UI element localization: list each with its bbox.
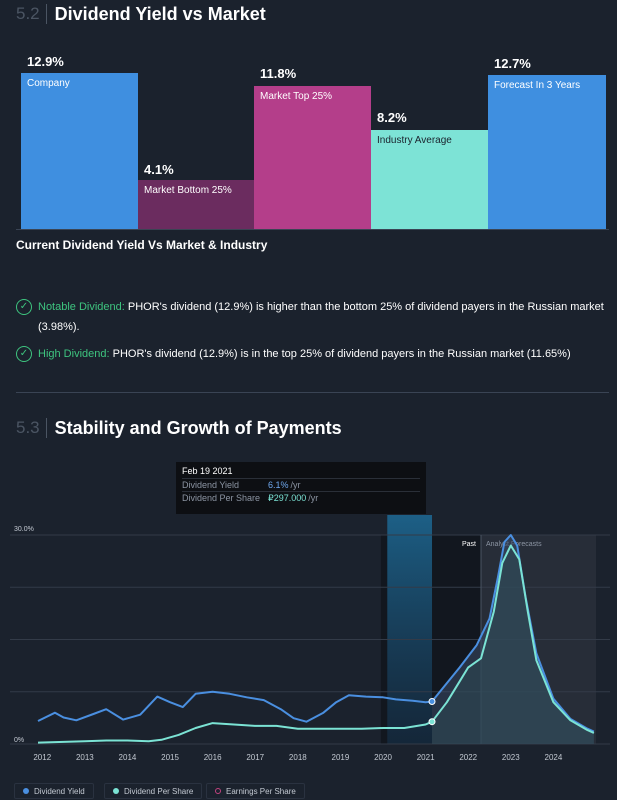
- bar-value: 4.1%: [144, 162, 174, 177]
- chart-subheading: Current Dividend Yield Vs Market & Indus…: [16, 238, 268, 252]
- bar-rect: Market Bottom 25%: [138, 180, 254, 230]
- x-tick-label: 2012: [33, 753, 51, 762]
- chart-tooltip: Feb 19 2021 Dividend Yield 6.1% /yr Divi…: [176, 462, 426, 514]
- section-number: 5.2: [16, 4, 47, 24]
- x-tick-label: 2019: [332, 753, 350, 762]
- dividend-per-share-forecast-line: [431, 544, 595, 734]
- x-tick-label: 2017: [246, 753, 264, 762]
- x-tick-label: 2013: [76, 753, 94, 762]
- note-high-dividend: ✓ High Dividend: PHOR's dividend (12.9%)…: [16, 344, 606, 364]
- past-label: Past: [462, 541, 476, 548]
- note-text: PHOR's dividend (12.9%) is in the top 25…: [109, 348, 571, 360]
- bar-value: 11.8%: [260, 66, 297, 81]
- section-title: Dividend Yield vs Market: [54, 3, 266, 24]
- x-tick-label: 2016: [204, 753, 222, 762]
- bar-market-top[interactable]: 11.8% Market Top 25%: [254, 44, 371, 230]
- section-header-stability: 5.3 Stability and Growth of Payments: [16, 414, 342, 442]
- legend-dot-icon: [113, 788, 119, 794]
- check-circle-icon: ✓: [16, 346, 32, 362]
- x-tick-label: 2018: [289, 753, 307, 762]
- bar-label: Forecast In 3 Years: [494, 80, 581, 91]
- section-number: 5.3: [16, 418, 47, 438]
- x-tick-label: 2020: [374, 753, 392, 762]
- note-label: Notable Dividend:: [38, 301, 125, 313]
- bar-company[interactable]: 12.9% Company: [21, 44, 138, 230]
- bar-value: 12.7%: [494, 56, 531, 71]
- x-tick-label: 2023: [502, 753, 520, 762]
- bars-baseline: [16, 229, 609, 230]
- tooltip-value: 6.1%: [268, 480, 289, 490]
- bar-label: Company: [27, 78, 70, 89]
- bar-rect: Forecast In 3 Years: [488, 75, 606, 230]
- tooltip-key: Dividend Per Share: [182, 493, 261, 503]
- legend-dividend-yield[interactable]: Dividend Yield: [14, 783, 94, 799]
- tooltip-unit: /yr: [290, 480, 301, 490]
- forecast-area-dps: [432, 545, 594, 744]
- legend-label: Dividend Yield: [34, 786, 85, 796]
- bar-value: 12.9%: [27, 54, 64, 69]
- check-circle-icon: ✓: [16, 299, 32, 315]
- tooltip-value: ₽297.000: [268, 492, 307, 503]
- tooltip-unit: /yr: [308, 493, 319, 503]
- tooltip-key: Dividend Yield: [182, 480, 240, 490]
- dividend-yield-marker: [428, 698, 436, 706]
- legend-dot-icon: [23, 788, 29, 794]
- bar-forecast[interactable]: 12.7% Forecast In 3 Years: [488, 44, 606, 230]
- tooltip-date: Feb 19 2021: [182, 466, 233, 476]
- note-notable-dividend: ✓ Notable Dividend: PHOR's dividend (12.…: [16, 297, 606, 337]
- selection-highlight: [387, 515, 433, 744]
- x-tick-label: 2024: [545, 753, 563, 762]
- bar-label: Market Top 25%: [260, 91, 333, 102]
- tooltip-row-dividend-yield: Dividend Yield 6.1% /yr: [182, 478, 420, 491]
- bar-rect: Industry Average: [371, 130, 488, 230]
- bar-value: 8.2%: [377, 110, 407, 125]
- tooltip-row-dividend-per-share: Dividend Per Share ₽297.000 /yr: [182, 491, 420, 504]
- x-tick-label: 2015: [161, 753, 179, 762]
- legend-earnings-per-share[interactable]: Earnings Per Share: [206, 783, 305, 799]
- bar-rect: Market Top 25%: [254, 86, 371, 230]
- section-header-dividend-yield: 5.2 Dividend Yield vs Market: [16, 0, 266, 28]
- x-tick-label: 2014: [119, 753, 137, 762]
- section-title: Stability and Growth of Payments: [54, 417, 342, 438]
- dividend-yield-line: [37, 690, 433, 723]
- yield-comparison-bars: 12.9% Company 4.1% Market Bottom 25% 11.…: [0, 44, 617, 230]
- x-tick-label: 2021: [417, 753, 435, 762]
- y-tick-label: 0%: [14, 737, 24, 744]
- legend-ring-icon: [215, 788, 221, 794]
- legend-dividend-per-share[interactable]: Dividend Per Share: [104, 783, 203, 799]
- dividend-yield-forecast-line: [431, 534, 595, 733]
- bar-label: Market Bottom 25%: [144, 185, 232, 196]
- x-tick-label: 2022: [459, 753, 477, 762]
- bar-market-bottom[interactable]: 4.1% Market Bottom 25%: [138, 44, 254, 230]
- dividend-per-share-line: [37, 720, 433, 744]
- bar-industry-average[interactable]: 8.2% Industry Average: [371, 44, 488, 230]
- note-text: PHOR's dividend (12.9%) is higher than t…: [38, 301, 604, 333]
- legend-label: Earnings Per Share: [226, 786, 296, 796]
- y-tick-label: 30.0%: [14, 526, 34, 533]
- legend-label: Dividend Per Share: [124, 786, 194, 796]
- dividend-history-chart[interactable]: 30.0%0%PastAnalyst Forecasts201220132014…: [0, 515, 617, 777]
- dividend-per-share-marker: [428, 718, 436, 726]
- note-label: High Dividend:: [38, 348, 110, 360]
- section-divider: [16, 392, 609, 393]
- bar-label: Industry Average: [377, 135, 452, 146]
- bar-rect: Company: [21, 73, 138, 230]
